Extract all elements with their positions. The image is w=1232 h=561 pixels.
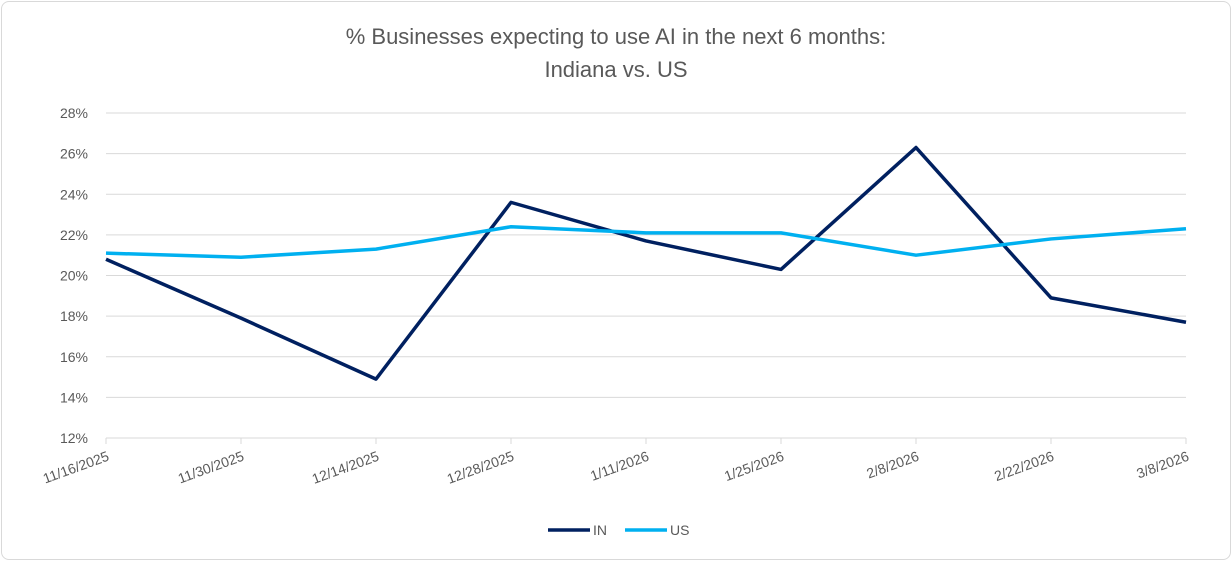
chart-subtitle: Indiana vs. US xyxy=(544,57,688,82)
y-tick-label: 28% xyxy=(60,105,88,121)
y-tick-label: 18% xyxy=(60,308,88,324)
series-line-us xyxy=(105,225,1187,259)
x-axis-ticks: 11/16/2025 11/30/2025 12/14/2025 12/28/2025… xyxy=(41,448,1192,487)
y-tick-label: 26% xyxy=(60,146,88,162)
x-tick-label: 12/28/2025 xyxy=(445,448,517,487)
gridlines xyxy=(106,112,1186,398)
y-tick-label: 24% xyxy=(60,186,88,202)
x-tick-label: 12/14/2025 xyxy=(310,448,382,487)
legend: IN US xyxy=(548,522,689,538)
x-tick-label: 2/22/2026 xyxy=(992,448,1056,484)
legend-label-in: IN xyxy=(593,522,607,538)
y-axis-ticks: 12% 14% 16% 18% 20% 22% 24% 26% 28% xyxy=(60,105,88,446)
chart-title-block: % Businesses expecting to use AI in the … xyxy=(0,20,1232,86)
series-line-in xyxy=(105,145,1187,381)
x-tick-label: 1/11/2026 xyxy=(588,448,651,484)
x-tick-label: 2/8/2026 xyxy=(864,448,921,482)
x-tick-label: 3/8/2026 xyxy=(1134,448,1191,482)
y-tick-label: 12% xyxy=(60,430,88,446)
y-tick-label: 16% xyxy=(60,349,88,365)
chart-title: % Businesses expecting to use AI in the … xyxy=(345,24,887,49)
x-tick-label: 11/16/2025 xyxy=(41,448,112,487)
y-tick-label: 14% xyxy=(60,389,88,405)
legend-label-us: US xyxy=(670,522,689,538)
x-tick-label: 11/30/2025 xyxy=(176,448,247,487)
x-tick-label: 1/25/2026 xyxy=(722,448,786,484)
y-tick-label: 20% xyxy=(60,268,88,284)
y-tick-label: 22% xyxy=(60,227,88,243)
x-axis xyxy=(105,437,1187,444)
series-lines xyxy=(105,145,1187,381)
